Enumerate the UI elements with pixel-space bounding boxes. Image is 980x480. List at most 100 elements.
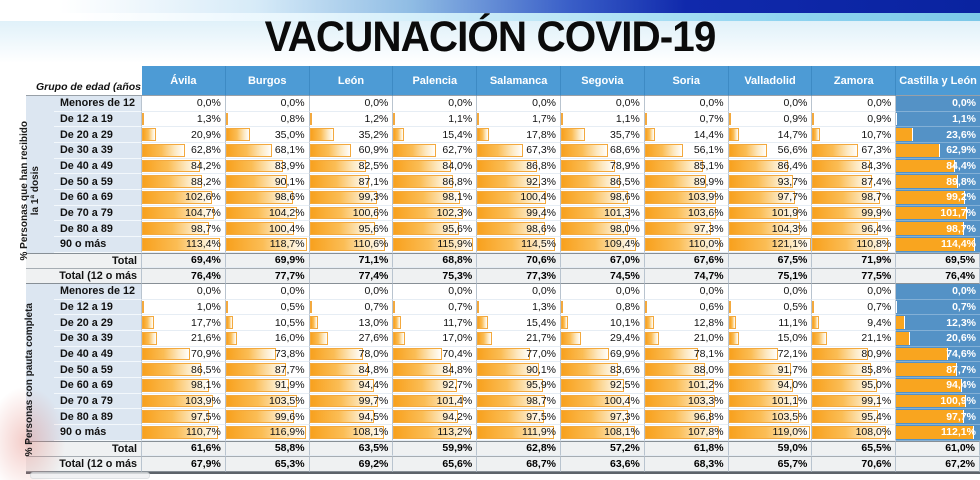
cell-value: 101,7% (940, 206, 976, 219)
value-cell: 96,4% (812, 221, 897, 237)
data-bar (644, 347, 699, 361)
cell-value: 59,9% (442, 442, 473, 455)
cell-value: 17,0% (442, 332, 473, 345)
total-cell: 63,5% (309, 440, 394, 457)
value-cell: 103,5% (728, 409, 813, 425)
value-cell: 15,4% (477, 315, 561, 331)
data-bar (644, 112, 647, 126)
cell-value: 98,6% (274, 191, 305, 204)
cell-value: 77,7% (274, 270, 305, 283)
data-bar (644, 222, 712, 235)
data-bar (812, 112, 815, 126)
data-bar (896, 159, 955, 173)
cell-value: 0,7% (867, 300, 892, 313)
value-cell: 90,1% (477, 362, 561, 378)
value-cell: 0,0% (309, 96, 394, 112)
value-cell: 116,9% (225, 425, 310, 441)
value-cell: 80,9% (812, 346, 897, 363)
data-bar (561, 363, 619, 376)
cell-value: 98,7% (526, 394, 556, 407)
data-bar (225, 379, 289, 392)
data-bar (225, 159, 284, 173)
value-cell: 114,5% (477, 237, 561, 253)
value-cell: 94,0% (728, 378, 813, 394)
total-cell: 70,6% (477, 252, 561, 269)
data-bar (728, 206, 799, 220)
cell-value: 97,5% (191, 410, 221, 423)
data-bar (393, 238, 473, 251)
cell-value: 103,5% (771, 410, 808, 423)
header-cell-castilla-y-león: Castilla y León (896, 66, 980, 96)
value-cell: 109,4% (561, 237, 645, 253)
data-bar (309, 394, 378, 408)
data-bar (644, 238, 720, 251)
value-cell: 0,0% (393, 284, 478, 300)
cell-value: 86,4% (777, 159, 808, 172)
cell-value: 71,9% (861, 254, 892, 267)
header-cell-palencia: Palencia (393, 66, 478, 96)
value-cell: 90,1% (225, 174, 310, 190)
cell-value: 100,6% (352, 206, 389, 219)
total-cell: 69,5% (896, 252, 980, 269)
cell-value: 84,4% (946, 159, 976, 172)
data-bar (477, 300, 480, 314)
cell-value: 12,3% (946, 316, 976, 329)
data-bar (728, 379, 793, 392)
cell-value: 17,7% (191, 316, 221, 329)
data-bar (393, 175, 453, 188)
total-cell: 69,9% (225, 252, 310, 269)
value-cell: 99,6% (225, 409, 310, 425)
value-cell: 103,6% (644, 205, 729, 222)
value-cell: 78,1% (644, 346, 729, 363)
value-cell: 102,3% (393, 205, 478, 222)
value-cell: 93,7% (728, 174, 813, 190)
value-cell: 1,3% (142, 111, 226, 128)
age-label: De 50 a 59 (54, 362, 142, 378)
data-bar (812, 363, 872, 376)
data-bar (393, 159, 451, 173)
cell-value: 109,4% (604, 238, 640, 251)
cell-value: 104,2% (268, 206, 305, 219)
value-cell: 1,2% (309, 111, 394, 128)
data-bar (728, 128, 739, 141)
cell-value: 57,2% (610, 442, 640, 455)
cell-value: 1,1% (952, 112, 976, 125)
total-cell: 62,8% (477, 440, 561, 457)
data-bar (477, 206, 546, 220)
data-bar (728, 238, 812, 251)
value-cell: 14,7% (728, 127, 813, 143)
cell-value: 20,9% (191, 128, 221, 141)
total-cell: 71,9% (812, 252, 897, 269)
cell-value: 87,7% (946, 363, 976, 376)
cell-value: 92,7% (442, 379, 473, 392)
value-cell: 92,7% (393, 378, 478, 394)
cell-value: 61,0% (945, 442, 975, 455)
cell-value: 0,0% (448, 285, 473, 298)
data-bar (393, 394, 463, 408)
value-cell: 98,1% (142, 378, 226, 394)
header-cell-león: León (309, 66, 394, 96)
value-cell: 94,2% (393, 409, 478, 425)
cell-value: 115,9% (437, 238, 473, 251)
cell-value: 104,3% (771, 222, 808, 235)
value-cell: 86,5% (561, 174, 645, 190)
data-bar (812, 316, 819, 329)
value-cell: 99,7% (309, 393, 394, 410)
total12-cell: 68,7% (477, 456, 561, 472)
cell-value: 62,7% (442, 144, 473, 157)
cell-value: 114,4% (940, 238, 976, 251)
age-label: 90 o más (54, 237, 142, 253)
cell-value: 12,8% (693, 316, 724, 329)
cell-value: 75,3% (442, 270, 473, 283)
data-bar (225, 410, 294, 423)
value-cell: 97,3% (561, 409, 645, 425)
value-cell: 95,6% (393, 221, 478, 237)
data-bar (225, 175, 288, 188)
cell-value: 29,4% (610, 332, 640, 345)
cell-value: 1,1% (615, 112, 640, 125)
cell-value: 86,8% (442, 175, 473, 188)
cell-value: 0,0% (364, 285, 389, 298)
value-cell: 92,5% (561, 378, 645, 394)
cell-value: 110,6% (353, 238, 389, 251)
data-bar (393, 363, 452, 376)
